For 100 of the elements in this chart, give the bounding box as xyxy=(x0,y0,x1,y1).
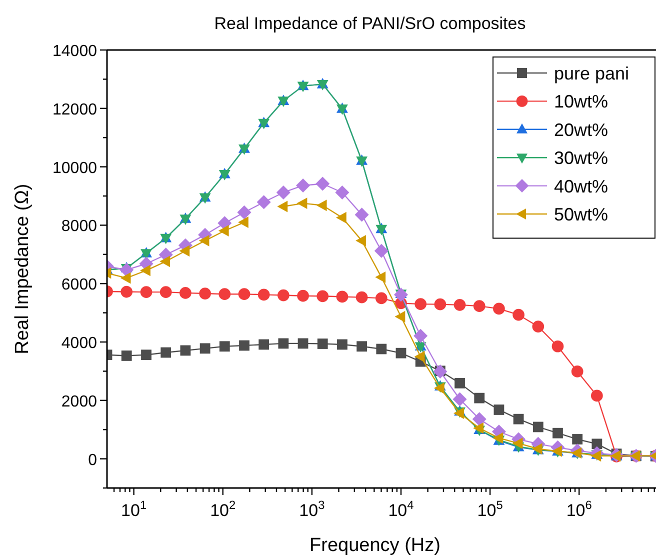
point xyxy=(316,200,327,212)
legend-label: 10wt% xyxy=(554,92,608,112)
point xyxy=(218,288,231,300)
x-tick-label: 10$^{5}$ xyxy=(477,498,504,520)
y-tick-label: 8000 xyxy=(61,218,98,236)
point xyxy=(454,299,466,311)
x-axis-title: Frequency (Hz) xyxy=(310,535,440,556)
point xyxy=(513,414,524,424)
legend-label: pure pani xyxy=(554,64,630,84)
point xyxy=(512,308,524,321)
point xyxy=(552,340,564,352)
point xyxy=(296,178,310,193)
y-tick-label: 12000 xyxy=(52,101,98,118)
point xyxy=(394,310,406,322)
y-axis-title: Real Impedance (Ω) xyxy=(12,184,33,354)
legend-label: 30wt% xyxy=(554,148,608,168)
point xyxy=(356,341,368,352)
point xyxy=(238,144,250,155)
y-tick-label: 14000 xyxy=(52,43,98,60)
y-tick-label: 10000 xyxy=(52,160,98,177)
point xyxy=(120,272,131,284)
point xyxy=(474,392,485,404)
point xyxy=(414,298,427,310)
point xyxy=(160,347,172,358)
point xyxy=(493,302,505,315)
x-tick-label: 10$^{3}$ xyxy=(299,498,326,520)
point xyxy=(592,438,602,450)
x-tick-label: 10$^{1}$ xyxy=(121,498,147,520)
point xyxy=(375,292,388,304)
point xyxy=(572,434,583,444)
point xyxy=(317,338,328,349)
point xyxy=(256,195,271,210)
y-tick-label: 2000 xyxy=(61,393,98,410)
y-tick-label: 0 xyxy=(88,452,98,469)
point xyxy=(590,390,603,402)
point xyxy=(160,256,170,268)
point xyxy=(180,345,191,356)
point xyxy=(276,185,290,200)
point xyxy=(160,286,172,298)
point xyxy=(238,216,248,228)
point xyxy=(121,350,132,361)
point xyxy=(198,234,210,246)
point xyxy=(237,205,252,220)
point xyxy=(336,212,346,224)
point xyxy=(452,392,467,406)
point xyxy=(179,245,190,257)
chart-title: Real Impedance of PANI/SrO composites xyxy=(214,14,526,33)
point xyxy=(219,341,230,352)
point xyxy=(120,286,133,298)
y-tick-label: 6000 xyxy=(61,276,98,294)
point xyxy=(356,156,368,167)
point xyxy=(316,176,330,191)
point xyxy=(218,225,229,236)
point xyxy=(180,287,192,299)
point xyxy=(200,343,210,354)
point xyxy=(258,288,270,301)
point xyxy=(472,412,486,426)
point xyxy=(512,438,523,450)
point xyxy=(278,289,290,302)
point xyxy=(277,200,288,212)
legend-label: 40wt% xyxy=(554,176,608,196)
point xyxy=(296,198,308,210)
point xyxy=(434,298,446,310)
point xyxy=(552,428,563,438)
point xyxy=(354,208,369,222)
point xyxy=(141,350,152,360)
point xyxy=(316,80,328,90)
point xyxy=(356,291,368,304)
legend-label: 50wt% xyxy=(554,204,608,224)
point xyxy=(278,96,290,108)
y-tick-label: 4000 xyxy=(61,335,98,352)
point xyxy=(336,290,348,303)
point xyxy=(454,378,465,388)
point xyxy=(297,290,309,302)
point xyxy=(356,234,366,246)
point xyxy=(374,244,388,258)
point xyxy=(473,300,486,312)
point xyxy=(494,404,504,415)
point xyxy=(336,104,348,115)
point xyxy=(532,422,544,432)
point xyxy=(278,338,289,349)
point xyxy=(140,286,152,298)
point xyxy=(571,366,584,378)
point xyxy=(238,288,250,300)
point xyxy=(532,320,544,332)
point xyxy=(316,290,329,302)
point xyxy=(120,262,134,277)
point xyxy=(375,271,386,283)
point xyxy=(180,214,192,226)
legend-label: 20wt% xyxy=(554,120,608,140)
point xyxy=(298,338,308,349)
point xyxy=(376,344,387,354)
point xyxy=(199,288,211,300)
x-tick-label: 10$^{6}$ xyxy=(566,498,592,520)
point xyxy=(239,340,250,351)
point xyxy=(258,339,270,350)
point xyxy=(140,264,150,276)
point xyxy=(337,339,348,350)
x-tick-label: 10$^{2}$ xyxy=(210,498,236,520)
point xyxy=(396,348,406,358)
